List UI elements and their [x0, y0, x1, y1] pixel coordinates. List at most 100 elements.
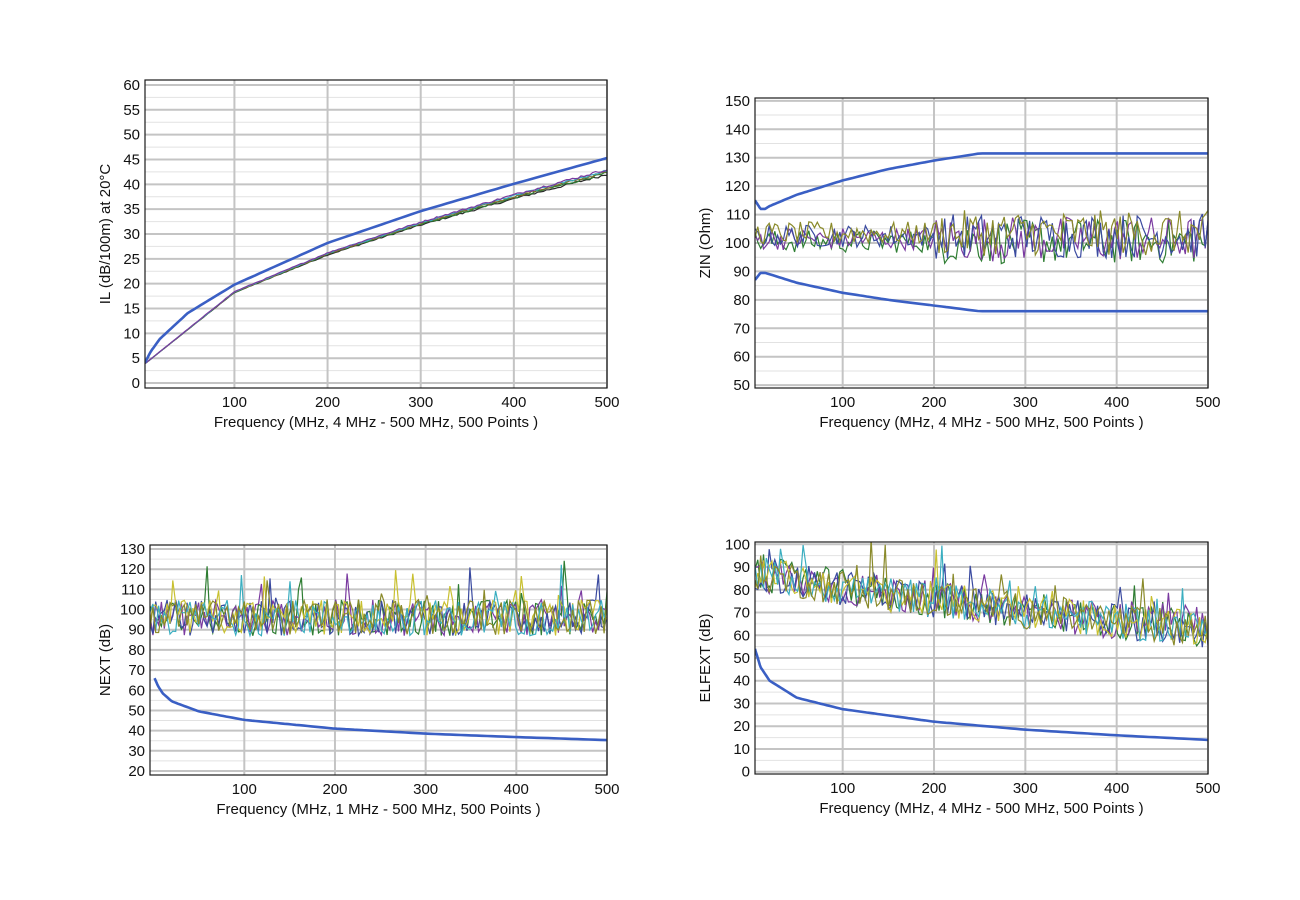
plot-frame — [754, 541, 1209, 775]
x-tick-label: 300 — [408, 394, 433, 411]
y-tick-label: 110 — [726, 207, 750, 224]
x-tick-label: 300 — [1013, 394, 1038, 411]
measured-series-4 — [145, 169, 607, 365]
y-tick-label: 55 — [123, 102, 140, 119]
y-tick-label: 110 — [121, 581, 145, 598]
y-tick-label: 130 — [120, 541, 145, 558]
y-tick-label: 70 — [128, 662, 145, 679]
y-tick-label: 10 — [733, 741, 750, 758]
y-tick-label: 80 — [733, 292, 750, 309]
y-tick-label: 30 — [123, 226, 140, 243]
y-tick-label: 30 — [733, 695, 750, 712]
y-tick-label: 90 — [733, 263, 750, 280]
measured-series-3 — [755, 213, 1208, 261]
x-tick-label: 500 — [594, 781, 619, 798]
x-tick-label: 100 — [830, 780, 855, 797]
measured-series-group — [755, 210, 1208, 265]
y-tick-label: 50 — [123, 127, 140, 144]
limit-line-1 — [145, 156, 607, 364]
y-tick-label: 20 — [733, 718, 750, 735]
x-axis-label: Frequency (MHz, 1 MHz - 500 MHz, 500 Poi… — [216, 801, 540, 818]
x-tick-label: 100 — [222, 394, 247, 411]
y-tick-label: 10 — [123, 325, 140, 342]
y-tick-label: 20 — [123, 276, 140, 293]
x-axis-label: Frequency (MHz, 4 MHz - 500 MHz, 500 Poi… — [819, 800, 1143, 817]
y-tick-label: 50 — [128, 702, 145, 719]
x-tick-label: 400 — [501, 394, 526, 411]
x-tick-label: 400 — [1104, 780, 1129, 797]
measured-series-group — [755, 542, 1208, 648]
measured-series-group — [150, 560, 607, 638]
y-tick-label: 60 — [123, 77, 140, 94]
y-axis-label: ZIN (Ohm) — [697, 208, 714, 279]
plot-frame — [144, 79, 608, 389]
y-axis-label: NEXT (dB) — [97, 624, 114, 696]
y-tick-label: 80 — [128, 642, 145, 659]
plot-frame — [754, 97, 1209, 389]
y-tick-label: 50 — [733, 650, 750, 667]
limit-line-1 — [755, 152, 1208, 211]
y-tick-label: 150 — [725, 93, 750, 110]
y-axis-label: IL (dB/100m) at 20°C — [97, 164, 114, 305]
x-tick-label: 300 — [1013, 780, 1038, 797]
limit-line-1 — [755, 648, 1208, 742]
y-tick-label: 100 — [725, 235, 750, 252]
measured-series-6 — [755, 542, 1208, 646]
y-tick-label: 140 — [725, 121, 750, 138]
y-tick-label: 35 — [123, 201, 140, 218]
x-tick-label: 500 — [594, 394, 619, 411]
limit-line-1 — [153, 677, 607, 742]
y-tick-label: 40 — [128, 723, 145, 740]
y-tick-label: 25 — [123, 251, 140, 268]
chart-2: 50 60 70 80 90 100 110 120 130 140 150 100 200 300 400… — [697, 93, 1221, 431]
x-tick-label: 200 — [315, 394, 340, 411]
y-tick-label: 130 — [725, 150, 750, 167]
limit-line-2 — [755, 271, 1208, 313]
y-tick-label: 60 — [733, 349, 750, 366]
x-tick-label: 400 — [1104, 394, 1129, 411]
x-tick-label: 200 — [322, 781, 347, 798]
measured-series-group — [145, 169, 607, 365]
y-tick-label: 40 — [733, 673, 750, 690]
y-tick-label: 15 — [123, 301, 140, 318]
measured-series-1 — [145, 174, 607, 365]
y-tick-label: 90 — [733, 559, 750, 576]
measured-series-3 — [145, 171, 607, 365]
x-tick-label: 200 — [921, 394, 946, 411]
x-axis-label: Frequency (MHz, 4 MHz - 500 MHz, 500 Poi… — [214, 414, 538, 431]
x-tick-label: 500 — [1195, 394, 1220, 411]
chart-1: 0 5 10 15 20 25 30 35 40 45 50 55 60 100 200 300 400 500 F… — [97, 77, 620, 431]
y-tick-label: 120 — [120, 561, 145, 578]
y-tick-label: 120 — [725, 178, 750, 195]
y-tick-label: 100 — [725, 536, 750, 553]
y-tick-label: 40 — [123, 176, 140, 193]
chart-3: 20 30 40 50 60 70 80 90 100 110 120 130 100 200 300 400… — [97, 541, 620, 818]
y-tick-label: 90 — [128, 622, 145, 639]
x-tick-label: 100 — [830, 394, 855, 411]
y-axis-label: ELFEXT (dB) — [697, 614, 714, 703]
measured-series-5 — [145, 169, 607, 365]
plot-frame — [149, 544, 608, 776]
y-tick-label: 60 — [733, 627, 750, 644]
y-tick-label: 50 — [733, 377, 750, 394]
y-tick-label: 100 — [120, 602, 145, 619]
measured-series-2 — [145, 171, 607, 365]
y-tick-label: 60 — [128, 682, 145, 699]
x-tick-label: 100 — [232, 781, 257, 798]
y-tick-label: 0 — [742, 764, 750, 781]
y-tick-label: 20 — [128, 763, 145, 780]
x-tick-label: 200 — [921, 780, 946, 797]
y-tick-label: 70 — [733, 605, 750, 622]
measured-series-4 — [755, 210, 1208, 258]
x-axis-label: Frequency (MHz, 4 MHz - 500 MHz, 500 Poi… — [819, 414, 1143, 431]
y-tick-label: 0 — [132, 375, 140, 392]
measured-series-6 — [150, 580, 607, 635]
y-tick-label: 30 — [128, 743, 145, 760]
chart-4: 0 10 20 30 40 50 60 70 80 90 100 100 200 300 400 500 Fre… — [697, 536, 1221, 817]
y-tick-label: 45 — [123, 151, 140, 168]
y-tick-label: 70 — [733, 320, 750, 337]
x-tick-label: 300 — [413, 781, 438, 798]
y-tick-label: 80 — [733, 582, 750, 599]
x-tick-label: 400 — [504, 781, 529, 798]
